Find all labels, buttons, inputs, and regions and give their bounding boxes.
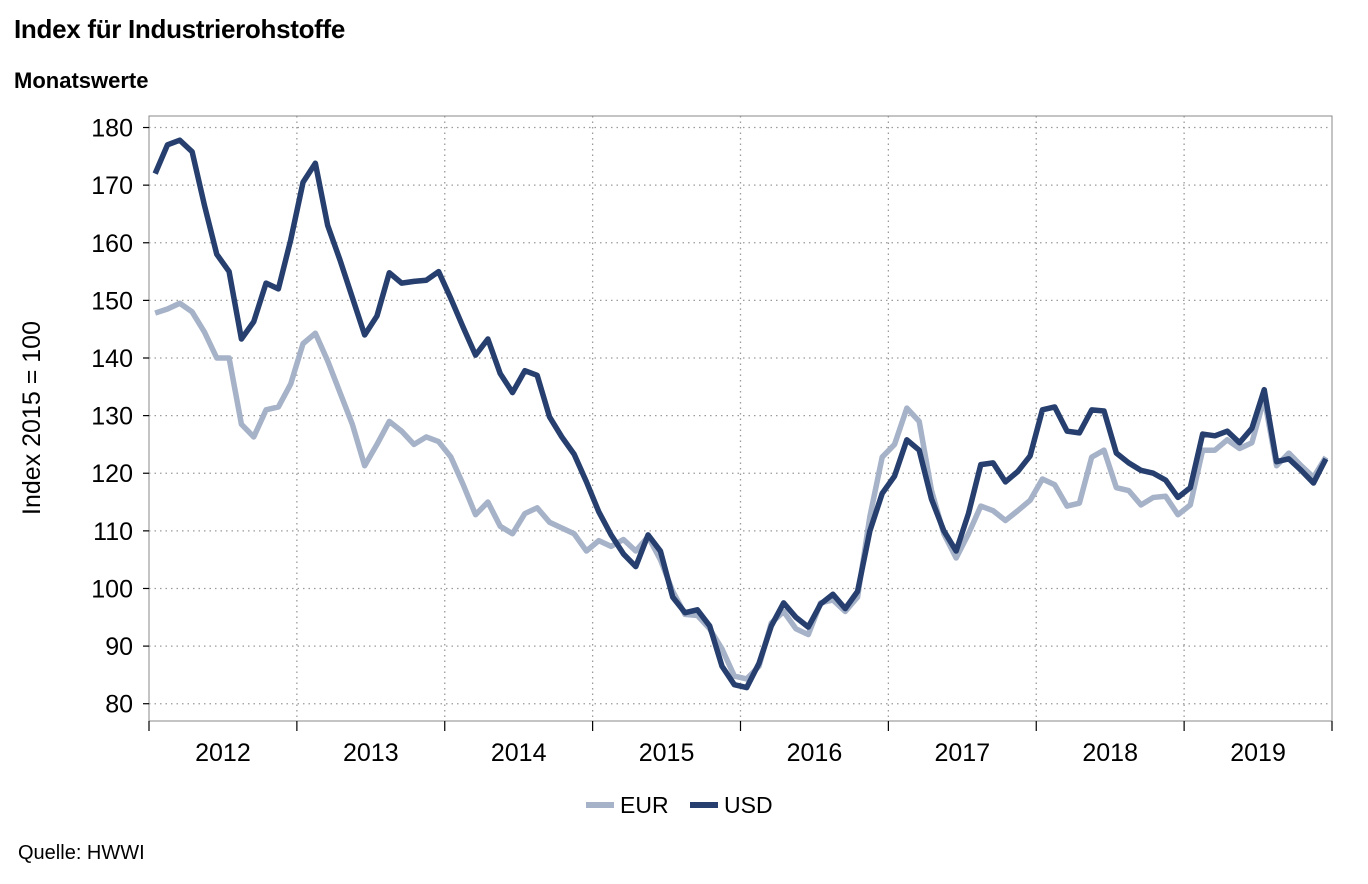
legend-label-usd: USD xyxy=(724,792,773,818)
y-tick-label: 110 xyxy=(93,518,133,546)
y-tick-label: 120 xyxy=(91,460,133,488)
legend-label-eur: EUR xyxy=(620,792,669,818)
series-line-usd xyxy=(152,137,1329,691)
x-tick-label: 2015 xyxy=(639,739,695,767)
x-axis: 2012 2013 2014 2015 2016 2017 2018 2019 xyxy=(148,721,1333,767)
x-tick-label: 2018 xyxy=(1082,739,1138,767)
y-tick-label: 130 xyxy=(91,403,133,431)
gridlines xyxy=(149,116,1332,721)
source-note: Quelle: HWWI xyxy=(18,842,145,864)
chart-subtitle: Monatswerte xyxy=(14,68,149,93)
x-tick-label: 2013 xyxy=(343,739,399,767)
y-tick-label: 100 xyxy=(91,575,133,603)
x-tick-label: 2017 xyxy=(935,739,991,767)
chart-title: Index für Industrierohstoffe xyxy=(14,14,346,44)
y-tick-label: 80 xyxy=(105,691,133,719)
x-tick-label: 2014 xyxy=(491,739,547,767)
y-tick-label: 150 xyxy=(91,287,133,315)
series-lines xyxy=(152,137,1329,691)
y-axis-label: Index 2015 = 100 xyxy=(18,321,46,515)
x-tick-label: 2019 xyxy=(1230,739,1286,767)
y-tick-label: 180 xyxy=(91,115,133,143)
y-tick-label: 170 xyxy=(91,172,133,200)
y-axis: 80 90 100 110 120 130 140 150 160 170 180 xyxy=(91,115,149,719)
y-tick-label: 90 xyxy=(105,633,133,661)
series-line-eur xyxy=(154,300,1329,682)
x-tick-label: 2016 xyxy=(787,739,843,767)
y-tick-label: 140 xyxy=(91,345,133,373)
x-tick-label: 2012 xyxy=(195,739,251,767)
y-tick-label: 160 xyxy=(91,230,133,258)
legend: EUR USD xyxy=(586,792,773,818)
